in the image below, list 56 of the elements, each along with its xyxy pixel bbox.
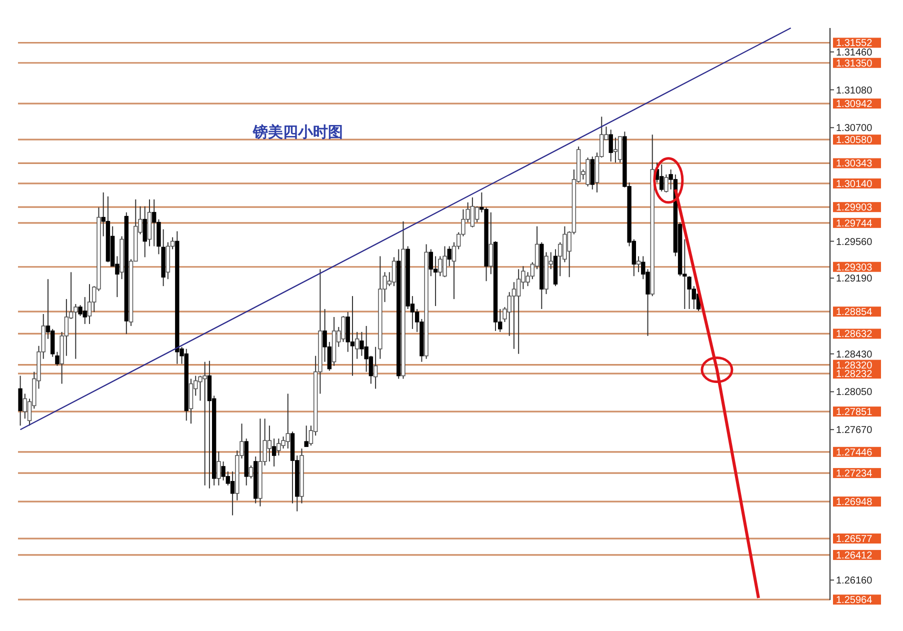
candlestick <box>664 174 668 193</box>
candlestick <box>304 425 308 448</box>
ref-line-label: 1.28632 <box>836 329 873 340</box>
candlestick <box>272 438 276 467</box>
text: 镑美四小时图 <box>252 123 343 141</box>
ref-line-label: 1.31350 <box>836 58 873 70</box>
candlestick <box>433 256 438 307</box>
candlestick <box>512 282 516 350</box>
candlestick <box>392 256 396 287</box>
ref-line-label: 1.28232 <box>836 369 873 380</box>
ref-line-label: 1.30140 <box>836 178 873 190</box>
ref-line-label: 1.29903 <box>836 202 873 214</box>
y-tick-label: 1.31080 <box>836 85 873 96</box>
candlestick <box>608 129 613 162</box>
candlestick <box>230 470 235 516</box>
candlestick <box>216 451 221 486</box>
ref-line-label: 1.27851 <box>836 407 873 418</box>
candlestick <box>428 248 434 277</box>
ref-line-label: 1.26577 <box>836 534 873 546</box>
y-tick-label: 1.28050 <box>836 387 873 398</box>
y-tick-label: 1.30700 <box>836 123 873 134</box>
candlestick <box>447 246 452 267</box>
ref-line-label: 1.30580 <box>836 135 873 146</box>
y-tick-label: 1.31460 <box>836 47 873 58</box>
ref-line-label: 1.28854 <box>836 307 873 318</box>
y-tick-label: 1.29560 <box>836 236 873 248</box>
ref-line-label: 1.25964 <box>836 595 873 606</box>
ref-line-label: 1.31552 <box>836 38 873 50</box>
candlestick <box>618 136 622 164</box>
ref-line-label: 1.30343 <box>836 158 873 170</box>
ref-line-label: 1.30942 <box>836 99 873 110</box>
candlestick <box>55 351 60 366</box>
y-tick-label: 1.28430 <box>836 349 873 360</box>
ref-line-label: 1.29303 <box>836 262 873 274</box>
ref-line-label: 1.27234 <box>836 468 873 480</box>
candlestick <box>355 331 360 360</box>
y-tick-label: 1.27670 <box>836 425 873 436</box>
candlestick <box>660 164 664 192</box>
candlestick <box>488 212 493 275</box>
y-tick-label: 1.29190 <box>836 274 873 285</box>
ref-line-label: 1.26412 <box>836 550 873 562</box>
candlestick <box>142 206 147 258</box>
y-tick-label: 1.26160 <box>836 576 873 587</box>
ref-line-label: 1.26948 <box>836 497 873 508</box>
candlestick <box>636 256 641 273</box>
candlestick <box>613 137 618 164</box>
ref-line-label: 1.28320 <box>836 360 873 372</box>
candlestick <box>248 464 254 479</box>
ref-line-label: 1.29744 <box>836 218 873 230</box>
candlestick <box>87 284 92 324</box>
candlestick <box>22 393 28 420</box>
ref-line-label: 1.27446 <box>836 447 873 458</box>
candlestick <box>18 375 22 426</box>
candlestick <box>474 206 480 223</box>
candlestick <box>373 346 378 390</box>
candlestick <box>350 296 355 376</box>
